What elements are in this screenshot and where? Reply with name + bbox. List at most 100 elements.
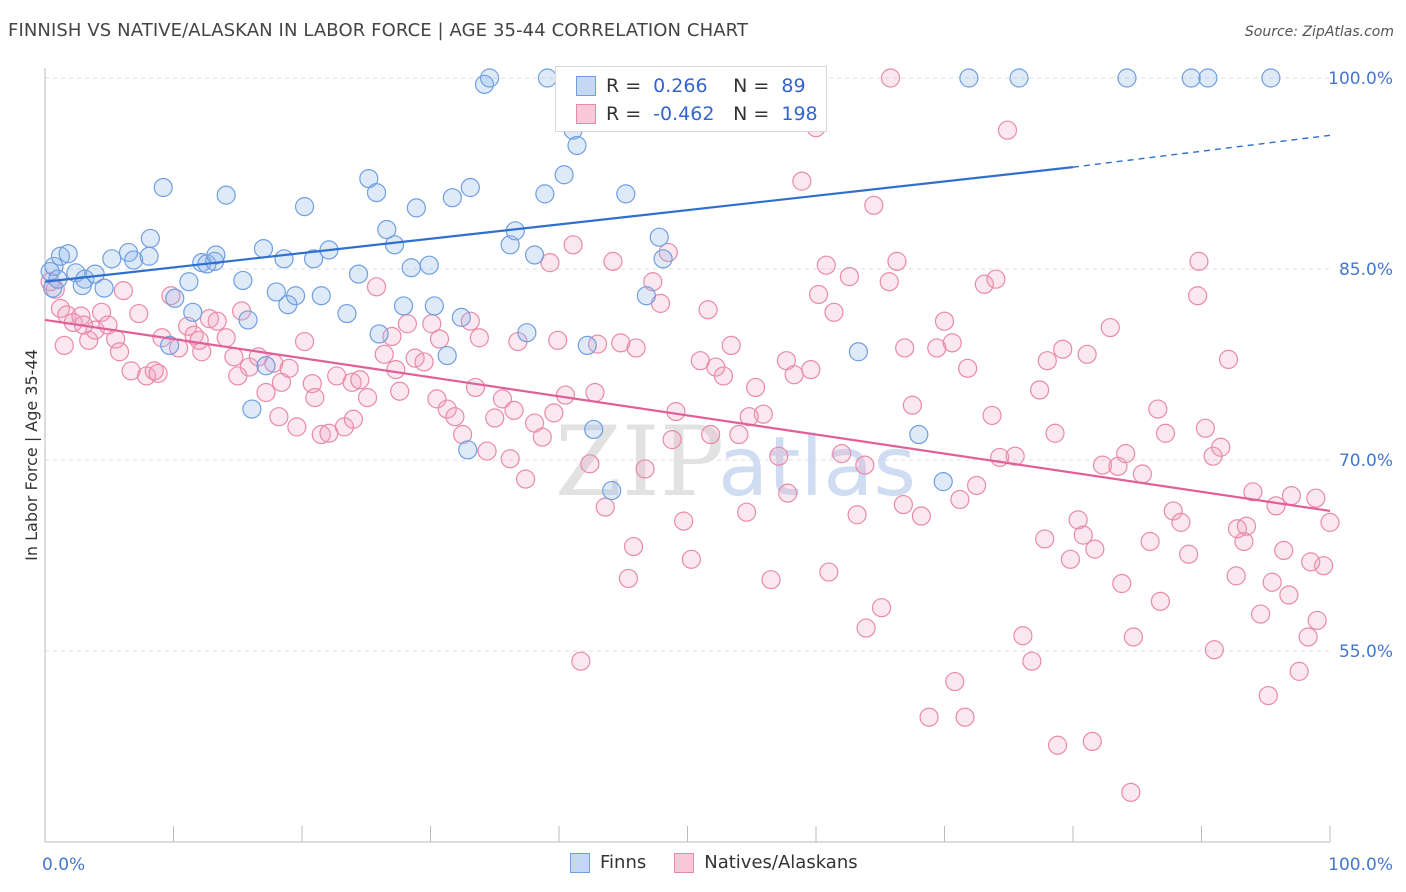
natives-point <box>895 338 915 358</box>
natives-point <box>658 242 678 263</box>
natives-point <box>819 562 839 582</box>
natives-point <box>674 511 694 531</box>
natives-point <box>919 707 939 727</box>
natives-point <box>1301 552 1321 572</box>
finns-trend-extension <box>1072 134 1331 168</box>
finns-point <box>179 272 199 292</box>
natives-point <box>540 253 560 273</box>
natives-swatch <box>576 104 596 124</box>
natives-point <box>746 377 766 398</box>
natives-point <box>934 311 955 331</box>
finns-point <box>567 135 587 156</box>
natives-point <box>618 568 638 589</box>
finns-point <box>474 74 495 94</box>
natives-point <box>216 328 236 348</box>
finns-points <box>40 68 1281 501</box>
natives-point <box>643 272 663 292</box>
legend-item-natives[interactable]: Natives/Alaskans <box>674 852 858 873</box>
natives-point <box>189 330 209 350</box>
y-axis-label: In Labor Force | Age 35-44 <box>22 349 41 561</box>
y-tick-label: 55.0% <box>1339 642 1393 662</box>
finns-point <box>253 239 274 259</box>
natives-point <box>571 651 591 671</box>
finns-point <box>369 324 389 344</box>
legend-item-finns[interactable]: Finns <box>570 852 646 873</box>
finns-point <box>303 249 324 269</box>
natives-point <box>698 300 718 320</box>
r-value: 0.266 <box>653 75 708 97</box>
natives-point <box>1045 423 1065 443</box>
natives-point <box>1243 482 1263 502</box>
natives-point <box>342 372 362 392</box>
finns-point <box>602 480 622 501</box>
finns-point <box>616 184 636 204</box>
natives-point <box>1266 496 1286 516</box>
y-tick-label: 85.0% <box>1339 260 1393 280</box>
natives-point <box>974 274 994 294</box>
finns-point <box>909 424 929 445</box>
natives-point <box>737 502 757 522</box>
natives-point <box>580 454 600 474</box>
finns-point <box>458 440 478 460</box>
finns-point <box>43 278 63 298</box>
finns-point <box>636 286 656 306</box>
legend-row-finns: R = 0.266 N = 89 <box>576 72 806 100</box>
finns-point <box>524 245 545 265</box>
natives-point <box>1035 529 1055 549</box>
finns-point <box>58 244 78 264</box>
natives-point <box>927 338 947 358</box>
finns-point <box>424 296 444 316</box>
natives-point <box>1013 626 1033 646</box>
natives-point <box>477 441 497 461</box>
natives-legend-swatch <box>674 852 695 873</box>
finns-point <box>124 250 144 270</box>
natives-point <box>816 255 836 275</box>
natives-point <box>729 424 749 445</box>
natives-point <box>1112 573 1132 594</box>
natives-point <box>1085 539 1105 559</box>
natives-point <box>832 444 852 464</box>
natives-point <box>986 269 1006 289</box>
natives-point <box>492 389 513 409</box>
natives-point <box>808 284 829 305</box>
natives-point <box>1037 351 1057 371</box>
natives-point <box>224 347 244 367</box>
finns-point <box>44 256 64 277</box>
natives-point <box>967 475 987 496</box>
natives-point <box>623 536 644 557</box>
natives-point <box>414 352 434 372</box>
finns-point <box>94 278 114 298</box>
finns-point <box>554 165 574 185</box>
finns-point <box>285 286 306 306</box>
natives-point <box>839 267 860 287</box>
natives-point <box>587 334 608 354</box>
natives-point <box>305 388 325 408</box>
natives-point <box>585 382 605 403</box>
finns-legend-swatch <box>570 852 590 873</box>
finns-point <box>535 184 555 204</box>
natives-point <box>955 707 975 727</box>
finns-point <box>165 288 185 308</box>
finns-point <box>238 310 258 330</box>
natives-point <box>287 417 307 437</box>
n-value: 89 <box>781 75 806 97</box>
finns-point <box>1009 68 1029 88</box>
natives-point <box>721 335 741 355</box>
natives-point <box>1298 627 1318 647</box>
natives-point <box>824 302 844 322</box>
natives-point <box>635 459 655 479</box>
n-label: N = <box>733 103 770 125</box>
natives-point <box>997 120 1018 140</box>
finns-point <box>242 399 262 419</box>
natives-point <box>847 505 867 525</box>
finns-point <box>959 68 979 88</box>
r-label: R = <box>606 75 642 97</box>
finns-point <box>480 68 500 88</box>
natives-point <box>1121 782 1141 802</box>
natives-point <box>1140 531 1160 552</box>
natives-point <box>109 342 130 362</box>
natives-point <box>1251 604 1271 624</box>
natives-point <box>1029 380 1050 400</box>
x-tick-label: 100.0% <box>1328 855 1393 875</box>
natives-point <box>437 399 457 419</box>
